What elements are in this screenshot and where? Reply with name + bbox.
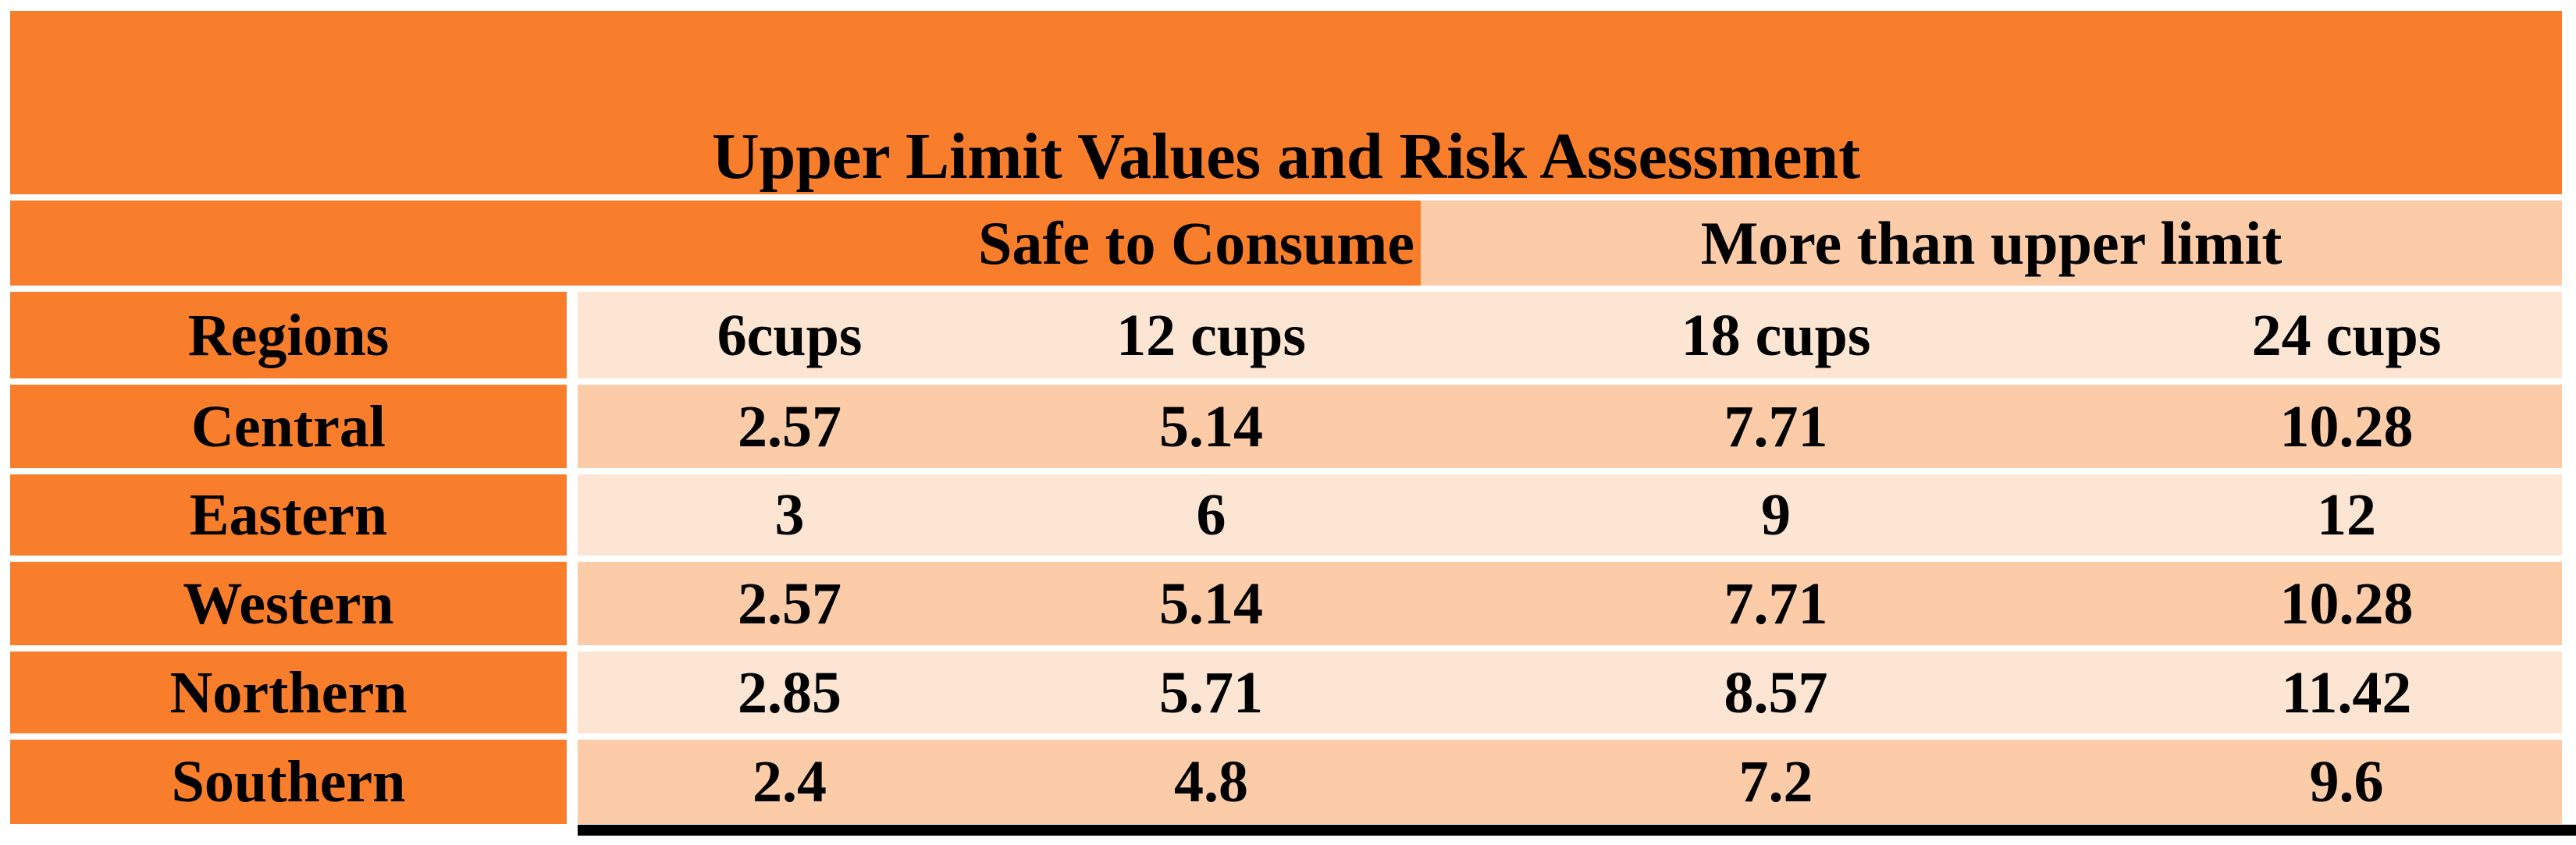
cell-eastern-24cups: 12 [2131, 474, 2562, 556]
cell-northern-12cups: 5.71 [1002, 652, 1421, 733]
cell-eastern-12cups: 6 [1002, 474, 1421, 556]
group-header-more-than-upper-limit: More than upper limit [1421, 201, 2562, 286]
cell-central-24cups: 10.28 [2131, 385, 2562, 468]
cell-southern-18cups: 7.2 [1421, 740, 2131, 824]
row-header-northern: Northern [10, 652, 578, 733]
cell-northern-6cups: 2.85 [578, 652, 1002, 733]
cell-southern-12cups: 4.8 [1002, 740, 1421, 824]
cell-northern-24cups: 11.42 [2131, 652, 2562, 733]
cell-central-6cups: 2.57 [578, 385, 1002, 468]
table-title: Upper Limit Values and Risk Assessment [10, 11, 2562, 194]
row-header-eastern: Eastern [10, 474, 578, 556]
column-header-18cups: 18 cups [1421, 292, 2131, 378]
cell-southern-24cups: 9.6 [2131, 740, 2562, 824]
cell-western-24cups: 10.28 [2131, 562, 2562, 645]
row-header-central: Central [10, 385, 578, 468]
cell-western-18cups: 7.71 [1421, 562, 2131, 645]
group-header-safe-to-consume: Safe to Consume [10, 201, 1421, 286]
cell-eastern-6cups: 3 [578, 474, 1002, 556]
risk-assessment-table: Upper Limit Values and Risk Assessment S… [10, 11, 2562, 824]
column-header-24cups: 24 cups [2131, 292, 2562, 378]
row-header-western: Western [10, 562, 578, 645]
column-header-12cups: 12 cups [1002, 292, 1421, 378]
cell-western-12cups: 5.14 [1002, 562, 1421, 645]
cell-eastern-18cups: 9 [1421, 474, 2131, 556]
cell-central-12cups: 5.14 [1002, 385, 1421, 468]
column-header-6cups: 6cups [578, 292, 1002, 378]
cell-central-18cups: 7.71 [1421, 385, 2131, 468]
cell-western-6cups: 2.57 [578, 562, 1002, 645]
cell-southern-6cups: 2.4 [578, 740, 1002, 824]
row-header-southern: Southern [10, 740, 578, 824]
column-header-regions: Regions [10, 292, 578, 378]
cell-northern-18cups: 8.57 [1421, 652, 2131, 733]
table-bottom-rule [578, 825, 2576, 836]
